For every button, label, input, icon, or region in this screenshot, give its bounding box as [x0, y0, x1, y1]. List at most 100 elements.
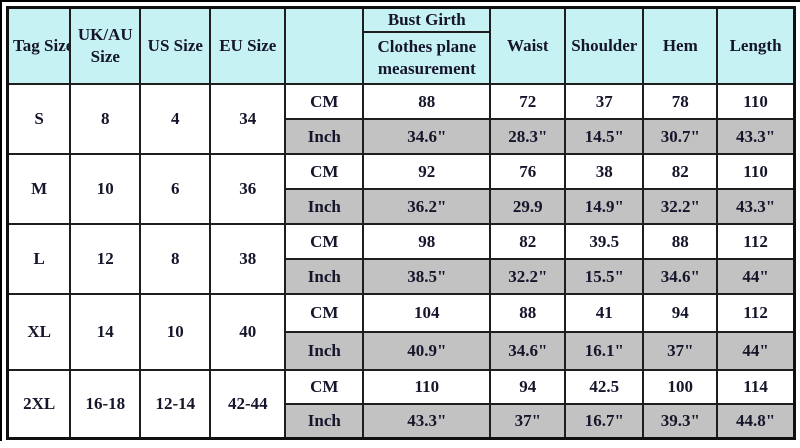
cell-cm-value: 76 [489, 153, 567, 191]
cell-cm-value: 104 [362, 293, 492, 334]
cell-inch-value: 14.5" [564, 118, 645, 156]
header-bust-girth: Bust Girth [362, 6, 492, 34]
cell-us-size: 6 [139, 153, 212, 226]
cell-cm-value: 72 [489, 83, 567, 121]
cell-inch-value: 44" [716, 258, 796, 296]
cell-inch-value: 43.3" [362, 403, 492, 440]
header-tag-size: Tag Size [6, 6, 72, 86]
cell-cm-value: 110 [362, 369, 492, 406]
header-tag-size-label: Tag Size [13, 36, 71, 55]
cell-cm-value: 112 [716, 223, 796, 261]
cell-inch-value: 37" [489, 403, 567, 440]
crop-edge-top-line [0, 0, 800, 2]
header-row-sub: Clothes plane measurement [8, 31, 795, 86]
size-chart-table: Tag Size UK/AU Size US Size EU Size Bust… [6, 6, 796, 440]
cell-cm-value: 42.5 [564, 369, 645, 406]
cell-cm-value: 114 [716, 369, 796, 406]
table-row-cm: XL 14 10 40 CM 104 88 41 94 112 [6, 293, 796, 372]
cell-inch-value: 32.2" [642, 188, 719, 226]
cell-cm-value: 88 [362, 83, 492, 121]
cell-inch-value: 16.1" [564, 331, 645, 372]
cell-inch-value: 36.2" [362, 188, 492, 226]
cell-unit-cm: CM [284, 223, 365, 261]
header-uk-au-size: UK/AU Size [69, 6, 142, 86]
cell-cm-value: 88 [489, 293, 567, 334]
header-shoulder: Shoulder [564, 6, 645, 86]
cell-inch-value: 29.9 [489, 188, 567, 226]
cell-unit-inch: Inch [284, 258, 365, 296]
cell-cm-value: 100 [642, 369, 719, 406]
cell-uk-au-size: 10 [69, 153, 142, 226]
cell-inch-value: 43.3" [716, 118, 796, 156]
cell-tag-size: XL [6, 293, 72, 372]
cell-inch-value: 34.6" [642, 258, 719, 296]
cell-tag-size: M [6, 153, 72, 226]
table-row-inch: Inch 38.5" 32.2" 15.5" 34.6" 44" [8, 258, 796, 296]
table-row-inch: Inch 40.9" 34.6" 16.1" 37" 44" [8, 331, 796, 372]
table-row-cm: 2XL 16-18 12-14 42-44 CM 110 94 42.5 100 114 [6, 369, 796, 440]
cell-inch-value: 28.3" [489, 118, 567, 156]
cell-cm-value: 94 [642, 293, 719, 334]
table-row-inch: Inch 43.3" 37" 16.7" 39.3" 44.8" [8, 403, 796, 440]
cell-inch-value: 16.7" [564, 403, 645, 440]
table-body: S 8 4 34 CM 88 72 37 78 110 Inch 34.6" 28.3" 1… [6, 83, 796, 440]
cell-uk-au-size: 14 [69, 293, 142, 372]
cell-cm-value: 82 [489, 223, 567, 261]
cell-inch-value: 37" [642, 331, 719, 372]
crop-edge-left-line [0, 0, 2, 441]
cell-inch-value: 44.8" [716, 403, 796, 440]
cell-uk-au-size: 8 [69, 83, 142, 156]
cell-eu-size: 38 [209, 223, 287, 296]
cell-tag-size: L [6, 223, 72, 296]
cell-unit-cm: CM [284, 153, 365, 191]
header-waist: Waist [489, 6, 567, 86]
table-row-inch: Inch 36.2" 29.9 14.9" 32.2" 43.3" [8, 188, 796, 226]
table-row-cm: M 10 6 36 CM 92 76 38 82 110 [6, 153, 796, 226]
cell-tag-size: S [6, 83, 72, 156]
cell-uk-au-size: 16-18 [69, 369, 142, 440]
cell-unit-inch: Inch [284, 118, 365, 156]
cell-inch-value: 34.6" [489, 331, 567, 372]
cell-unit-inch: Inch [284, 331, 365, 372]
header-us-size: US Size [139, 6, 212, 86]
cell-inch-value: 38.5" [362, 258, 492, 296]
cell-uk-au-size: 12 [69, 223, 142, 296]
cell-eu-size: 42-44 [209, 369, 287, 440]
cell-cm-value: 110 [716, 153, 796, 191]
cell-inch-value: 15.5" [564, 258, 645, 296]
table-header: Tag Size UK/AU Size US Size EU Size Bust… [6, 6, 796, 86]
cell-cm-value: 39.5 [564, 223, 645, 261]
cell-inch-value: 44" [716, 331, 796, 372]
cell-cm-value: 112 [716, 293, 796, 334]
cell-tag-size: 2XL [6, 369, 72, 440]
cell-cm-value: 92 [362, 153, 492, 191]
cell-cm-value: 82 [642, 153, 719, 191]
header-hem: Hem [642, 6, 719, 86]
cell-us-size: 8 [139, 223, 212, 296]
cell-us-size: 10 [139, 293, 212, 372]
cell-inch-value: 32.2" [489, 258, 567, 296]
cell-unit-inch: Inch [284, 188, 365, 226]
cell-us-size: 4 [139, 83, 212, 156]
cell-cm-value: 98 [362, 223, 492, 261]
cell-cm-value: 94 [489, 369, 567, 406]
cell-inch-value: 14.9" [564, 188, 645, 226]
header-length: Length [716, 6, 796, 86]
cell-us-size: 12-14 [139, 369, 212, 440]
cell-unit-cm: CM [284, 83, 365, 121]
cell-inch-value: 30.7" [642, 118, 719, 156]
cell-cm-value: 88 [642, 223, 719, 261]
header-eu-size: EU Size [209, 6, 287, 86]
cell-cm-value: 78 [642, 83, 719, 121]
header-row-top: Tag Size UK/AU Size US Size EU Size Bust… [6, 6, 796, 86]
cell-unit-cm: CM [284, 293, 365, 334]
cell-eu-size: 40 [209, 293, 287, 372]
cell-eu-size: 36 [209, 153, 287, 226]
cell-inch-value: 39.3" [642, 403, 719, 440]
cell-inch-value: 43.3" [716, 188, 796, 226]
cell-unit-inch: Inch [284, 403, 365, 440]
cell-eu-size: 34 [209, 83, 287, 156]
header-unit-column [284, 6, 365, 86]
cell-cm-value: 37 [564, 83, 645, 121]
